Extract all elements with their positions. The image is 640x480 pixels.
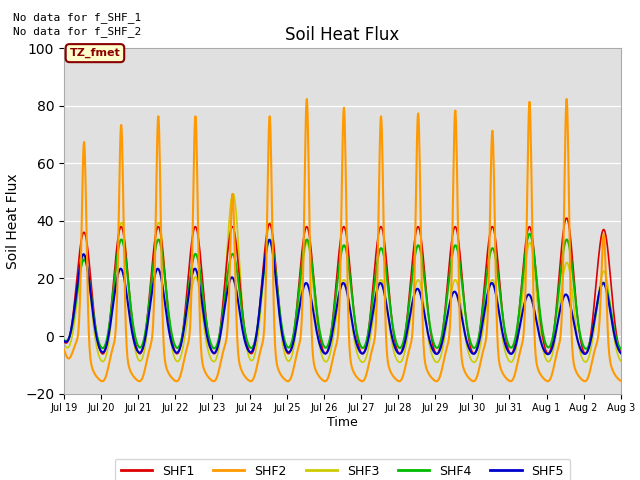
- Text: No data for f_SHF_2: No data for f_SHF_2: [13, 26, 141, 37]
- Title: Soil Heat Flux: Soil Heat Flux: [285, 25, 399, 44]
- X-axis label: Time: Time: [327, 416, 358, 429]
- Y-axis label: Soil Heat Flux: Soil Heat Flux: [6, 173, 20, 269]
- Text: TZ_fmet: TZ_fmet: [70, 48, 120, 58]
- Legend: SHF1, SHF2, SHF3, SHF4, SHF5: SHF1, SHF2, SHF3, SHF4, SHF5: [115, 458, 570, 480]
- Text: No data for f_SHF_1: No data for f_SHF_1: [13, 12, 141, 23]
